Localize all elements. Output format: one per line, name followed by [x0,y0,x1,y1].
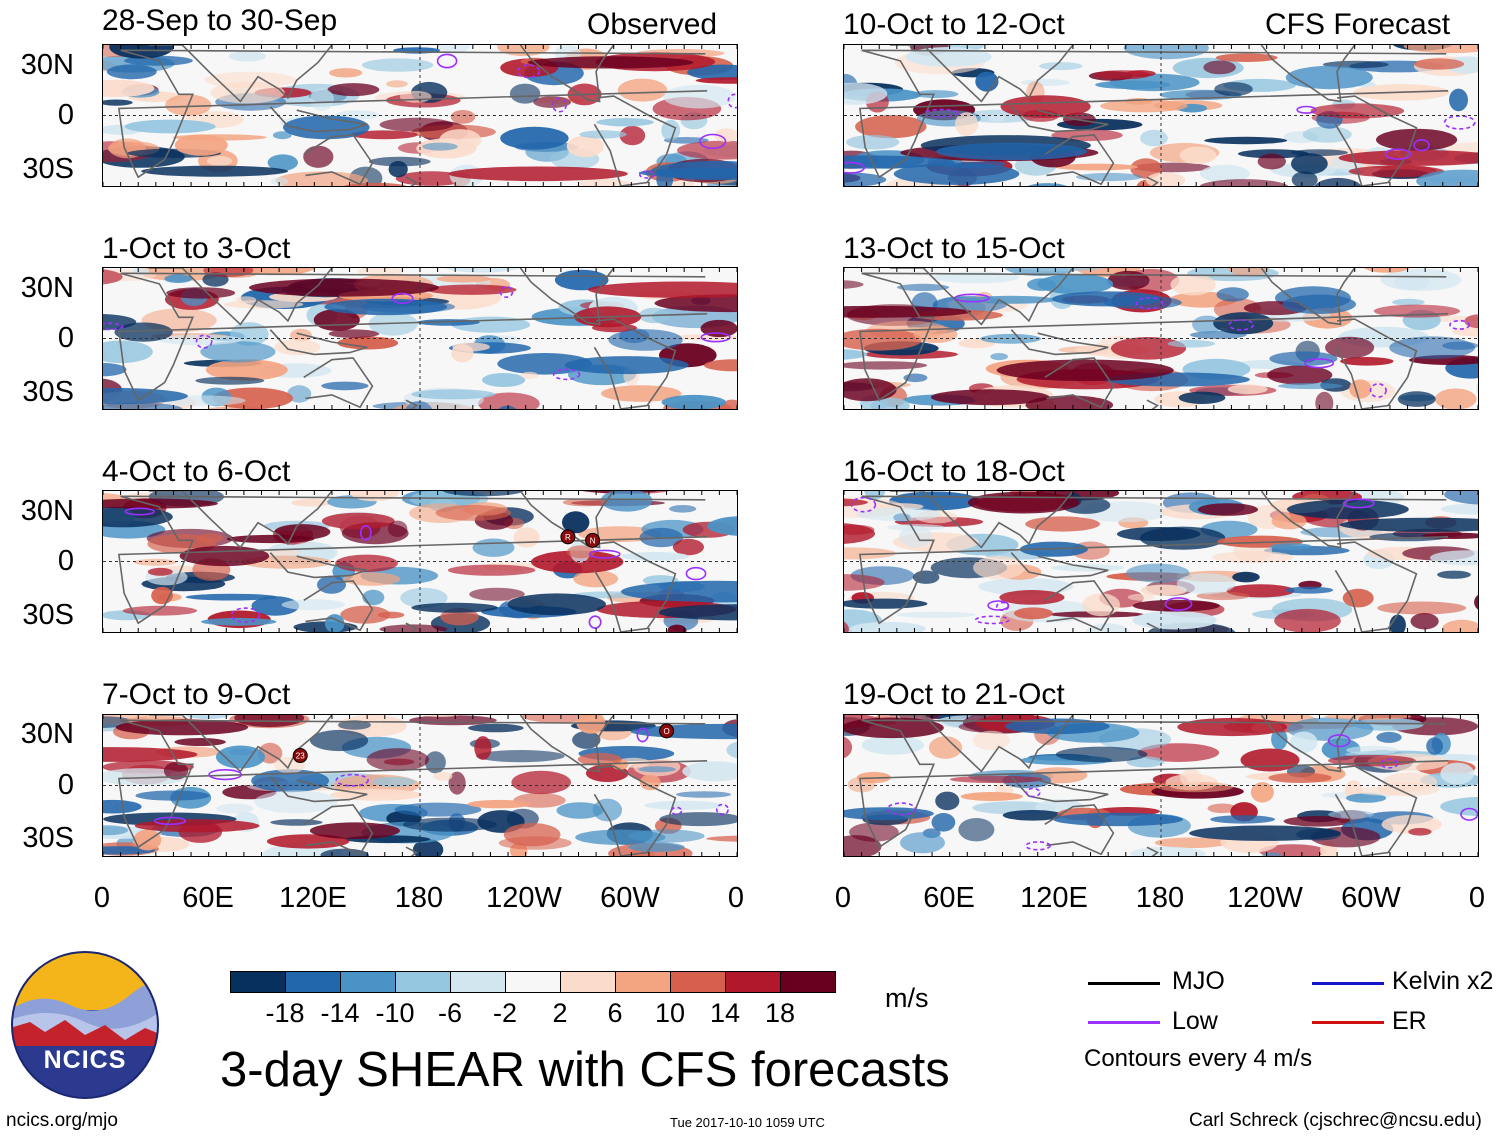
xlabel-left-0: 0 [93,882,111,914]
colorbar-swatch-0 [230,971,286,993]
footer-timestamp: Tue 2017-10-10 1059 UTC [670,1115,825,1130]
ncics-logo: NCICS [10,950,160,1100]
xlabel-right-60w: 60W [1341,882,1401,914]
map-panel-right-2 [843,267,1479,410]
shear-map-7 [844,715,1478,856]
xlabel-left-180: 180 [394,882,444,914]
xlabel-left-360: 0 [727,882,745,914]
legend-low-label: Low [1172,1007,1218,1035]
footer-url[interactable]: ncics.org/mjo [6,1110,118,1131]
xlabel-right-360: 0 [1468,882,1486,914]
panel-title-right-3: 16-Oct to 18-Oct [843,455,1065,488]
panel-title-left-1: 28-Sep to 30-Sep [102,4,338,37]
colorbar-tick-6: 6 [607,998,623,1028]
xlabel-left-120e: 120E [279,882,347,914]
xlabel-right-120e: 120E [1020,882,1088,914]
xlabel-right-180: 180 [1135,882,1185,914]
xlabel-right-0: 0 [834,882,852,914]
colorbar-tick-1: -14 [320,998,360,1028]
shear-map-0 [103,45,737,186]
colorbar-swatch-4 [450,971,506,993]
colorbar-tick-2: -10 [375,998,415,1028]
ylabel-0-4: 0 [57,769,74,801]
shear-map-1 [103,268,737,409]
panel-title-left-3: 4-Oct to 6-Oct [102,455,291,488]
ylabel-30n-2: 30N [20,272,74,304]
colorbar-swatch-5 [505,971,561,993]
colorbar-tick-0: -18 [265,998,305,1028]
storm-marker-label-1: N [590,536,596,545]
ylabel-0-3: 0 [57,545,74,577]
panel-title-left-4: 7-Oct to 9-Oct [102,678,291,711]
colorbar-swatch-3 [395,971,451,993]
legend-kelvin-line [1312,982,1384,985]
xlabel-left-60w: 60W [600,882,660,914]
ylabel-0-1: 0 [57,99,74,131]
ylabel-30s-3: 30S [22,599,74,631]
colorbar-tick-9: 18 [764,998,796,1028]
forecast-header: CFS Forecast [1265,8,1451,41]
storm-marker-label-0: R [565,533,571,542]
shear-map-4 [844,45,1478,186]
storm-marker-0 [292,748,308,764]
xlabel-left-120w: 120W [486,882,562,914]
legend-mjo-line [1088,982,1160,985]
logo-text: NCICS [43,1046,127,1074]
xlabel-right-120w: 120W [1227,882,1303,914]
legend-mjo-label: MJO [1172,967,1225,995]
legend-kelvin-label: Kelvin x2 [1392,967,1494,995]
map-panel-left-2 [102,267,738,410]
panel-title-left-2: 1-Oct to 3-Oct [102,232,291,265]
ncics-logo-graphic [11,951,159,1099]
map-panel-left-4: 23 O [102,714,738,857]
colorbar-tick-4: -2 [492,998,518,1028]
ylabel-0-2: 0 [57,322,74,354]
ylabel-30s-1: 30S [22,153,74,185]
observed-header: Observed [587,8,718,41]
shear-map-5 [844,268,1478,409]
colorbar-tick-3: -6 [437,998,463,1028]
shear-map-3: 23 O [103,715,737,856]
storm-marker-0 [560,529,576,545]
main-title: 3-day SHEAR with CFS forecasts [220,1043,950,1097]
storm-marker-1 [659,723,675,739]
colorbar-swatch-2 [340,971,396,993]
map-panel-right-3 [843,490,1479,633]
panel-title-right-1: 10-Oct to 12-Oct [843,8,1065,41]
colorbar-units: m/s [885,983,929,1013]
shear-map-6 [844,491,1478,632]
xlabel-right-60e: 60E [923,882,975,914]
colorbar-swatch-1 [285,971,341,993]
footer-credit: Carl Schreck (cjschrec@ncsu.edu) [1189,1110,1482,1131]
ylabel-30s-4: 30S [22,822,74,854]
colorbar-swatch-6 [560,971,616,993]
legend-er-line [1312,1021,1384,1024]
map-panel-right-1 [843,44,1479,187]
ylabel-30n-4: 30N [20,718,74,750]
legend-contours-note: Contours every 4 m/s [1084,1045,1313,1072]
colorbar-tick-7: 10 [654,998,686,1028]
colorbar-tick-5: 2 [552,998,568,1028]
panel-title-right-4: 19-Oct to 21-Oct [843,678,1065,711]
legend-low-line [1088,1021,1160,1024]
storm-marker-label-0: 23 [296,752,305,761]
colorbar-swatch-7 [615,971,671,993]
colorbar-tick-8: 14 [709,998,741,1028]
colorbar-swatch-10 [780,971,836,993]
storm-marker-1 [585,532,601,548]
ylabel-30n-3: 30N [20,495,74,527]
colorbar-swatch-9 [725,971,781,993]
legend-er-label: ER [1392,1007,1427,1035]
xlabel-left-60e: 60E [182,882,234,914]
ylabel-30s-2: 30S [22,376,74,408]
ylabel-30n-1: 30N [20,49,74,81]
map-panel-left-1 [102,44,738,187]
map-panel-right-4 [843,714,1479,857]
colorbar-swatch-8 [670,971,726,993]
panel-title-right-2: 13-Oct to 15-Oct [843,232,1065,265]
storm-marker-label-1: O [663,727,669,736]
